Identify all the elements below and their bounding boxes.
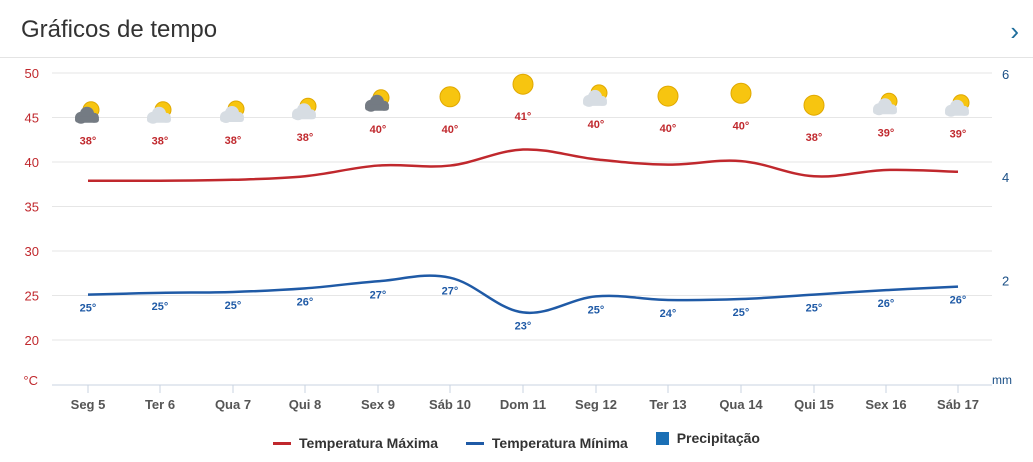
legend-label-precip: Precipitação bbox=[676, 430, 760, 446]
cloudy-icon bbox=[75, 101, 100, 124]
chart-header: Gráficos de tempo › bbox=[0, 0, 1033, 58]
data-label-min: 23° bbox=[515, 320, 532, 332]
data-label-max: 40° bbox=[733, 120, 750, 132]
weather-chart: 50 45 40 35 30 25 20 °C 6 4 2 mm Seg 5 Ter 6 Qua 7 Qui … bbox=[23, 66, 1012, 412]
y-right-tick-label: 2 bbox=[1002, 274, 1009, 289]
partly-cloudy-icon bbox=[945, 94, 970, 117]
partly-cloudy-icon bbox=[873, 92, 898, 116]
data-label-max: 40° bbox=[370, 124, 387, 136]
data-label-max: 38° bbox=[297, 132, 314, 144]
data-label-min: 25° bbox=[733, 307, 750, 319]
y-left-tick-label: 35 bbox=[25, 200, 39, 215]
x-tick-label: Dom 11 bbox=[500, 397, 546, 412]
data-label-min: 25° bbox=[806, 303, 823, 315]
sunny-icon bbox=[730, 82, 752, 104]
y-left-tick-label: 40 bbox=[25, 155, 39, 170]
y-right-unit: mm bbox=[992, 373, 1012, 387]
partly-cloudy-icon bbox=[583, 84, 608, 107]
chart-legend: Temperatura Máxima Temperatura Mínima Pr… bbox=[0, 430, 1033, 451]
sunny-icon bbox=[657, 85, 679, 107]
legend-swatch-min bbox=[465, 441, 484, 445]
x-tick-label: Qui 15 bbox=[794, 397, 834, 412]
x-tick-label: Sex 9 bbox=[361, 397, 395, 412]
header-divider bbox=[0, 57, 1033, 58]
data-label-min: 26° bbox=[297, 296, 314, 308]
legend-swatch-max bbox=[273, 441, 292, 445]
y-right-tick-label: 6 bbox=[1002, 67, 1009, 82]
sunny-icon bbox=[512, 73, 534, 95]
data-label-max: 38° bbox=[80, 136, 97, 148]
y-left-tick-label: 30 bbox=[25, 244, 39, 259]
data-label-max: 40° bbox=[442, 124, 459, 136]
data-label-min: 26° bbox=[950, 295, 967, 307]
y-left-tick-label: 20 bbox=[25, 333, 39, 348]
data-label-max: 39° bbox=[950, 129, 967, 141]
x-tick-label: Ter 13 bbox=[649, 397, 686, 412]
data-label-min: 27° bbox=[370, 289, 387, 301]
data-label-min: 25° bbox=[588, 304, 605, 316]
cloudy-icon bbox=[365, 89, 390, 112]
series-line-min bbox=[87, 274, 959, 315]
x-tick-label: Sáb 10 bbox=[429, 397, 471, 412]
x-tick-label: Qua 14 bbox=[719, 397, 763, 412]
data-label-min: 25° bbox=[80, 303, 97, 315]
x-tick-label: Sex 16 bbox=[865, 397, 906, 412]
x-tick-label: Sáb 17 bbox=[937, 397, 979, 412]
data-label-min: 25° bbox=[225, 300, 242, 312]
data-label-min: 27° bbox=[442, 286, 459, 298]
data-label-max: 41° bbox=[515, 111, 532, 123]
sunny-icon bbox=[803, 94, 825, 116]
y-left-tick-label: 45 bbox=[25, 111, 39, 126]
data-label-max: 38° bbox=[152, 136, 169, 148]
chevron-right-icon[interactable]: › bbox=[1010, 16, 1019, 46]
x-tick-label: Qua 7 bbox=[215, 397, 251, 412]
y-left-tick-label: 50 bbox=[25, 66, 39, 81]
legend-item-min[interactable]: Temperatura Mínima bbox=[465, 435, 628, 451]
x-tick-label: Seg 5 bbox=[71, 397, 106, 412]
data-label-max: 38° bbox=[225, 135, 242, 147]
legend-item-max[interactable]: Temperatura Máxima bbox=[273, 435, 438, 451]
legend-label-max: Temperatura Máxima bbox=[299, 435, 439, 451]
legend-item-precip[interactable]: Precipitação bbox=[655, 430, 760, 446]
data-label-min: 26° bbox=[878, 298, 895, 310]
x-tick-label: Qui 8 bbox=[289, 397, 322, 412]
legend-label-min: Temperatura Mínima bbox=[491, 435, 628, 451]
partly-cloudy-icon bbox=[220, 100, 245, 123]
data-label-max: 40° bbox=[660, 123, 677, 135]
data-label-max: 40° bbox=[588, 119, 605, 131]
x-tick-label: Seg 12 bbox=[575, 397, 617, 412]
data-label-min: 24° bbox=[660, 308, 677, 320]
partly-cloudy-icon bbox=[147, 101, 172, 124]
y-left-unit: °C bbox=[23, 373, 38, 388]
data-label-max: 38° bbox=[806, 132, 823, 144]
page-title: Gráficos de tempo bbox=[21, 16, 218, 43]
sunny-icon bbox=[439, 86, 461, 108]
data-label-max: 39° bbox=[878, 127, 895, 139]
series-line-max bbox=[87, 148, 959, 183]
data-label-min: 25° bbox=[152, 301, 169, 313]
y-right-tick-label: 4 bbox=[1002, 170, 1009, 185]
partly-cloudy-icon bbox=[292, 97, 317, 121]
x-tick-label: Ter 6 bbox=[145, 397, 175, 412]
legend-swatch-precip bbox=[655, 431, 669, 445]
y-left-tick-label: 25 bbox=[25, 289, 39, 304]
